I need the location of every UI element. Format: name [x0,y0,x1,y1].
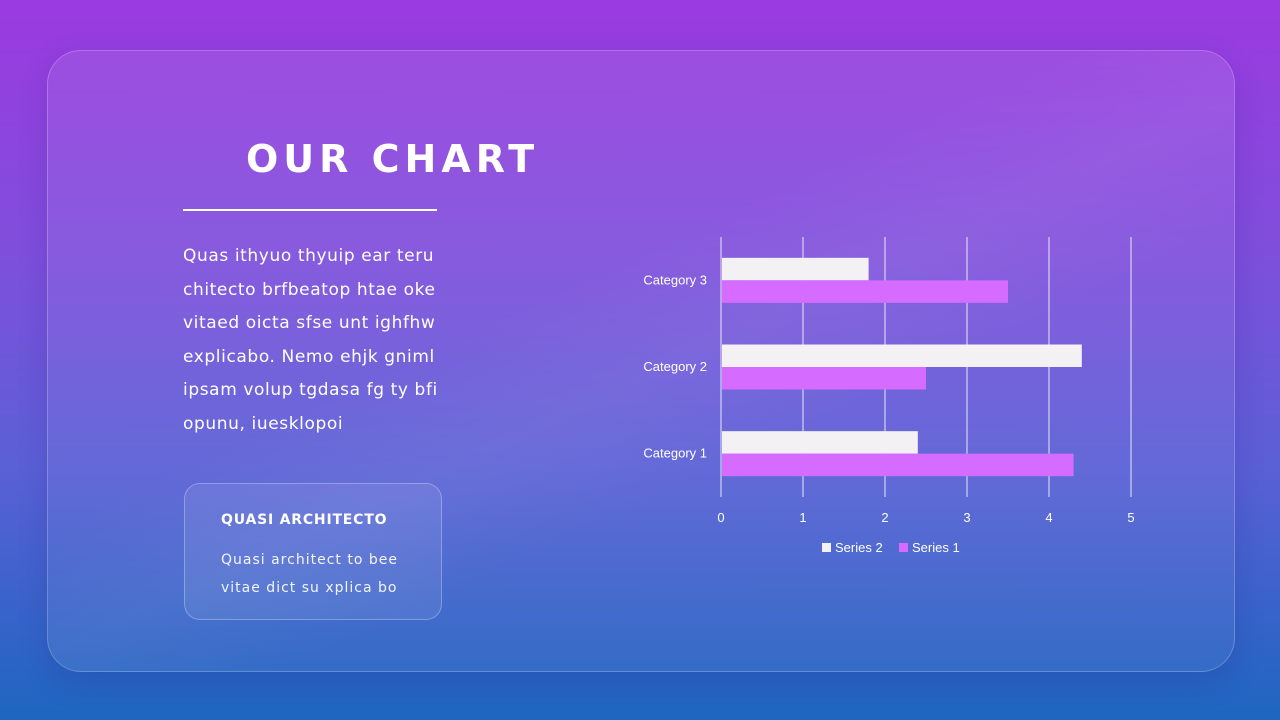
legend-label: Series 2 [835,540,883,555]
category-label: Category 3 [643,272,707,287]
x-tick-label: 3 [963,510,970,525]
category-label: Category 2 [643,359,707,374]
category-label: Category 1 [643,446,707,461]
legend-label: Series 1 [912,540,960,555]
info-box-heading: QUASI ARCHITECTO [221,512,388,528]
x-tick-label: 0 [717,510,724,525]
x-tick-label: 1 [799,510,806,525]
x-tick-label: 4 [1045,510,1052,525]
bar-series1-category-3 [722,280,1008,303]
title-divider [183,209,437,211]
page-title: OUR CHART [246,137,540,181]
info-box-text: Quasi architect to bee vitae dict su xpl… [221,552,398,596]
bar-series2-category-2 [722,344,1082,367]
x-tick-label: 5 [1127,510,1134,525]
info-box: QUASI ARCHITECTO Quasi architect to bee … [184,483,442,620]
legend-swatch-series-1 [899,543,908,552]
x-tick-label: 2 [881,510,888,525]
bar-series2-category-1 [722,431,918,454]
body-paragraph: Quas ithyuo thyuip ear teru chitecto brf… [183,246,438,434]
bar-series1-category-2 [722,367,926,390]
bar-series2-category-3 [722,257,869,281]
bar-series1-category-1 [722,453,1074,477]
legend-swatch-series-2 [822,543,831,552]
